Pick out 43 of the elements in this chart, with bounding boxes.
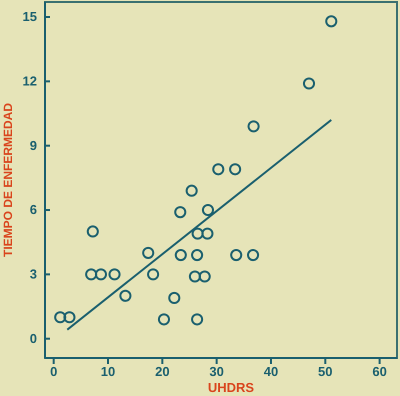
y-tick-label: 0 (30, 330, 37, 346)
point (198, 270, 211, 283)
point (248, 120, 260, 132)
point (188, 270, 201, 283)
point (202, 204, 214, 216)
point (212, 163, 224, 176)
point (302, 77, 316, 90)
y-tick-label: 3 (30, 266, 37, 282)
x-tick-label: 10 (100, 364, 116, 380)
x-tick-label: 50 (318, 364, 333, 380)
y-tick-label: 12 (22, 74, 37, 89)
x-tick-label: 20 (155, 364, 170, 380)
point (201, 228, 214, 240)
x-tick-label: 30 (209, 364, 224, 380)
point (325, 15, 338, 28)
point (85, 268, 98, 280)
point (158, 313, 170, 326)
point (142, 246, 154, 259)
point (94, 268, 107, 280)
point (191, 313, 204, 326)
point (147, 268, 160, 280)
x-tick-label: 60 (372, 364, 387, 380)
point (54, 311, 66, 324)
x-tick-label: 40 (264, 364, 278, 380)
point (86, 225, 99, 238)
point (230, 249, 242, 262)
y-tick-label: 9 (30, 138, 37, 153)
y-tick-label: 15 (22, 9, 37, 24)
point (168, 292, 180, 304)
point (174, 249, 187, 262)
point (174, 206, 186, 218)
point (192, 228, 204, 240)
point (191, 249, 204, 262)
x-axis-title: UHDRS (208, 380, 254, 395)
point (119, 290, 132, 302)
point (247, 249, 260, 262)
point (63, 311, 76, 324)
point (108, 268, 121, 280)
y-axis-title: TIEMPO DE ENFERMEDAD (1, 102, 15, 258)
point (229, 163, 242, 176)
x-tick-label: 0 (50, 364, 58, 380)
y-tick-label: 6 (30, 202, 37, 218)
point (186, 184, 198, 197)
